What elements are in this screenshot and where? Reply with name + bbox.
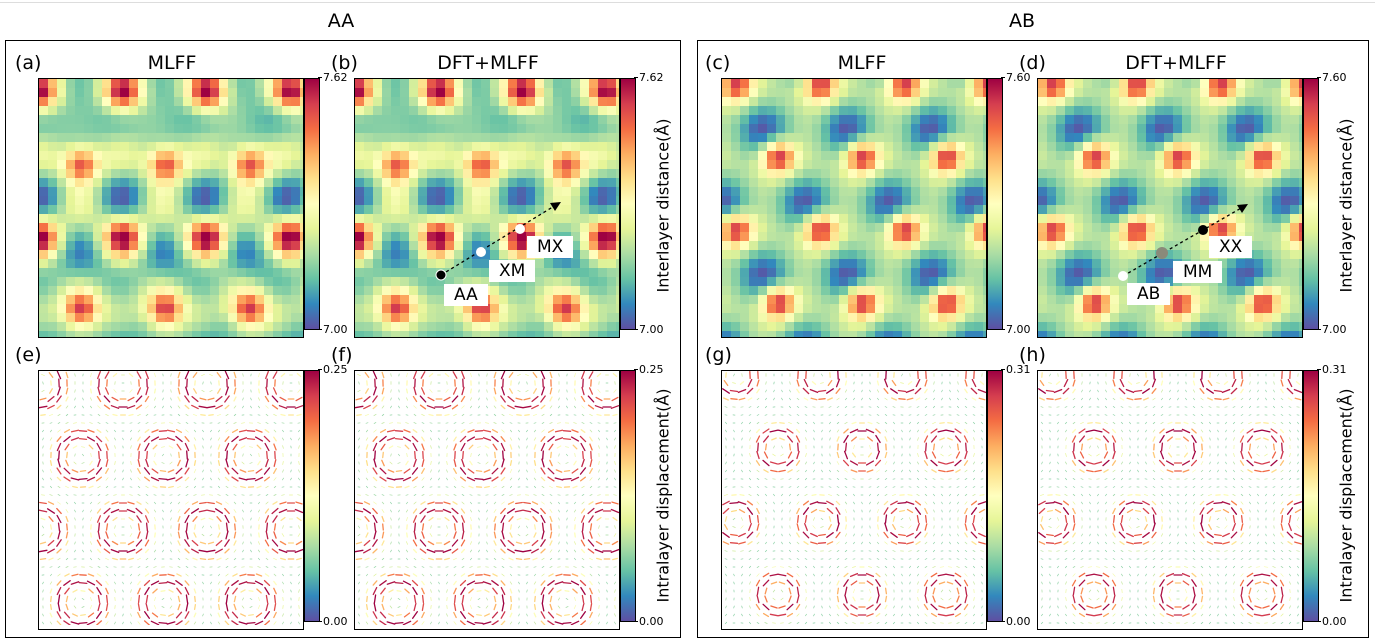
colorbar-a	[304, 78, 320, 330]
colorbar-g-min: 0.00	[1001, 615, 1031, 628]
marker-label-xx: XX	[1209, 236, 1253, 258]
colorbar-c-min: 7.00	[1001, 323, 1031, 336]
colorbar-b	[620, 78, 636, 330]
colorbar-d-max: 7.60	[1317, 71, 1347, 84]
panel-c-map	[721, 78, 987, 338]
heatmap-cells	[722, 79, 986, 337]
colorbar-b-min: 7.00	[634, 323, 664, 336]
quiver-arrows	[1038, 371, 1302, 625]
panel-b-letter: (b)	[331, 52, 358, 74]
path-arrowhead-d	[1237, 204, 1248, 213]
marker-label-aa: AA	[444, 284, 488, 306]
path-arrow-b	[440, 204, 557, 276]
panel-d-title: DFT+MLFF	[1125, 52, 1227, 74]
frame-ab	[697, 40, 1369, 638]
site-xx	[1198, 225, 1208, 235]
colorbar-b-max: 7.62	[634, 71, 664, 84]
colorbar-h-label: Intralayer displacement(Å)	[1336, 388, 1356, 603]
colorbar-e-max: 0.25	[318, 363, 348, 376]
panel-c-title: MLFF	[837, 52, 887, 74]
panel-a-map	[38, 78, 304, 338]
heatmap-cells	[39, 79, 303, 337]
colorbar-a-max: 7.62	[318, 71, 348, 84]
colorbar-d-min: 7.00	[1317, 323, 1347, 336]
colorbar-c-max: 7.60	[1001, 71, 1031, 84]
colorbar-g-max: 0.31	[1001, 363, 1031, 376]
panel-a-title: MLFF	[147, 52, 197, 74]
colorbar-f-label: Intralayer displacement(Å)	[653, 388, 673, 603]
marker-label-xm: XM	[489, 260, 536, 282]
panel-b-title: DFT+MLFF	[437, 52, 539, 74]
colorbar-d	[1303, 78, 1319, 330]
site-mm	[1156, 247, 1168, 259]
site-mx	[515, 224, 525, 234]
frame-aa	[5, 40, 681, 638]
top-divider	[0, 2, 1375, 3]
panel-c-letter: (c)	[705, 52, 731, 74]
marker-label-mm: MM	[1173, 261, 1223, 283]
group-title-aa: AA	[327, 10, 355, 32]
marker-label-mx: MX	[527, 236, 574, 258]
panel-d-letter: (d)	[1019, 52, 1046, 74]
panel-b-map	[354, 78, 620, 338]
colorbar-e-min: 0.00	[318, 615, 348, 628]
colorbar-c	[987, 78, 1003, 330]
colorbar-h	[1303, 370, 1319, 622]
panel-g-quiver	[721, 370, 987, 630]
path-arrow-d	[1122, 206, 1244, 277]
colorbar-h-max: 0.31	[1317, 363, 1347, 376]
panel-g-letter: (g)	[705, 344, 732, 366]
panel-f-letter: (f)	[331, 344, 353, 366]
colorbar-f-min: 0.00	[634, 615, 664, 628]
path-arrowhead-b	[550, 202, 561, 211]
panel-a-letter: (a)	[15, 52, 42, 74]
quiver-arrows	[355, 371, 619, 625]
colorbar-f	[620, 370, 636, 622]
colorbar-b-label: Interlayer distance(Å)	[653, 118, 673, 293]
panel-e-letter: (e)	[15, 344, 42, 366]
panel-h-letter: (h)	[1019, 344, 1046, 366]
colorbar-a-min: 7.00	[318, 323, 348, 336]
heatmap-cells	[1038, 79, 1302, 337]
panel-e-quiver	[38, 370, 304, 630]
group-title-ab: AB	[1008, 10, 1036, 32]
colorbar-f-max: 0.25	[634, 363, 664, 376]
site-xm	[476, 247, 486, 257]
site-ab	[1118, 271, 1128, 281]
colorbar-g	[987, 370, 1003, 622]
quiver-arrows	[39, 371, 303, 625]
colorbar-e	[304, 370, 320, 622]
marker-label-ab: AB	[1127, 283, 1171, 305]
colorbar-h-min: 0.00	[1317, 615, 1347, 628]
colorbar-d-label: Interlayer distance(Å)	[1336, 118, 1356, 293]
site-aa	[435, 269, 447, 281]
quiver-arrows	[722, 371, 986, 625]
panel-f-quiver	[354, 370, 620, 630]
panel-h-quiver	[1037, 370, 1303, 630]
